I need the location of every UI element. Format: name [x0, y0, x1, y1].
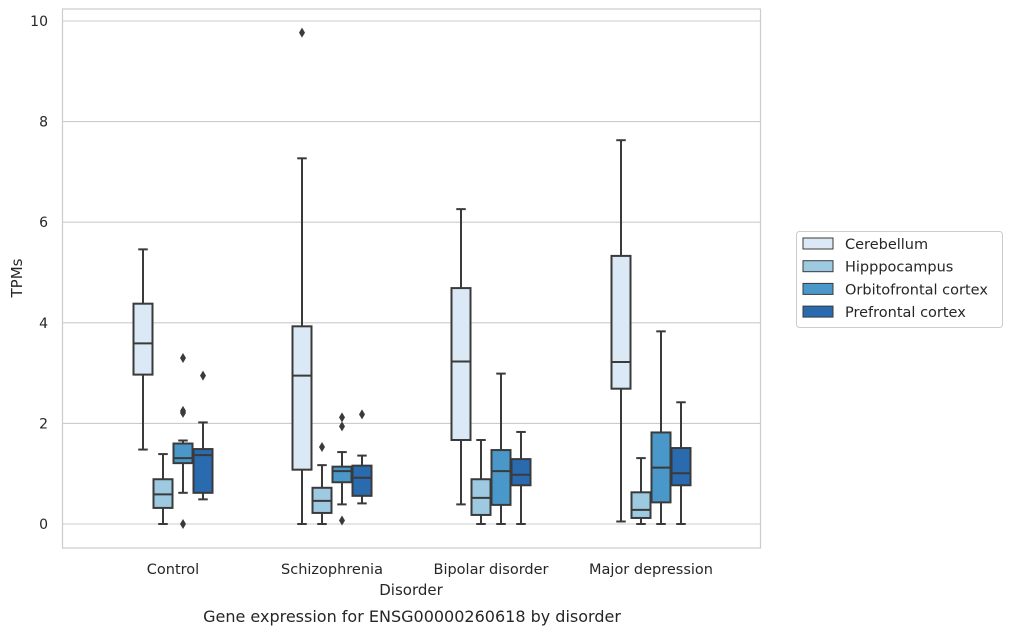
- outlier-point: [180, 405, 186, 416]
- chart-caption: Gene expression for ENSG00000260618 by d…: [203, 607, 621, 626]
- legend-frame: [796, 231, 1003, 328]
- x-tick-label: Bipolar disorder: [434, 562, 549, 578]
- box: [172, 442, 194, 465]
- outlier-point: [339, 421, 345, 432]
- box: [670, 447, 692, 487]
- box-group: [291, 27, 313, 525]
- legend-swatch: [802, 237, 834, 250]
- outlier-point: [319, 442, 325, 453]
- y-tick-label: 6: [39, 215, 48, 231]
- outlier-point: [200, 370, 206, 381]
- box: [351, 464, 373, 497]
- box: [192, 448, 214, 494]
- outlier-point: [180, 353, 186, 364]
- outlier-point: [180, 519, 186, 529]
- y-tick-label: 8: [39, 115, 48, 131]
- y-tick-label: 10: [30, 14, 48, 30]
- outlier-point: [299, 27, 305, 38]
- x-tick-label: Control: [147, 562, 199, 578]
- box: [450, 287, 472, 441]
- box: [291, 325, 313, 471]
- outlier-point: [359, 409, 365, 420]
- box: [132, 302, 154, 376]
- box: [490, 449, 512, 506]
- y-tick-label: 2: [39, 416, 48, 432]
- y-tick-label: 4: [39, 316, 48, 332]
- y-axis-label: TPMs: [8, 258, 26, 298]
- box-group: [650, 330, 672, 525]
- outlier-point: [339, 412, 345, 423]
- box-group: [311, 442, 333, 525]
- marks-layer: [132, 27, 692, 529]
- box-group: [331, 412, 353, 526]
- x-axis-label: Disorder: [379, 581, 443, 599]
- legend-label: Cerebellum: [845, 237, 928, 253]
- legend-label: Orbitofrontal cortex: [845, 282, 988, 298]
- box-group: [192, 370, 214, 501]
- plot-frame: [61, 8, 762, 549]
- legend-label: Prefrontal cortex: [845, 305, 966, 321]
- box-group: [351, 409, 373, 505]
- y-tick-label: 0: [39, 517, 48, 533]
- legend-swatch: [802, 260, 834, 273]
- box: [331, 465, 353, 484]
- box-group: [470, 438, 492, 525]
- x-tick-label: Schizophrenia: [281, 562, 383, 578]
- legend-swatch: [802, 282, 834, 295]
- legend-label: Hipppocampus: [845, 260, 953, 276]
- box: [630, 491, 652, 519]
- box-group: [132, 248, 154, 451]
- box-group: [670, 401, 692, 525]
- legend-swatch: [802, 305, 834, 318]
- legend: Cerebellum Hipppocampus Orbitofrontal cort…: [796, 231, 1003, 328]
- box-group: [152, 453, 174, 525]
- box-group: [450, 208, 472, 506]
- axis-layer: 0 2 4 6 8 10 Control Schizophrenia Bipolar disor…: [30, 14, 713, 578]
- box-group: [510, 430, 532, 525]
- box-group: [630, 457, 652, 525]
- x-tick-label: Major depression: [589, 562, 713, 578]
- outlier-point: [339, 515, 345, 526]
- box-group: [610, 139, 632, 523]
- box: [610, 254, 632, 390]
- box-group: [490, 372, 512, 525]
- box-group: [172, 353, 194, 529]
- box: [510, 458, 532, 487]
